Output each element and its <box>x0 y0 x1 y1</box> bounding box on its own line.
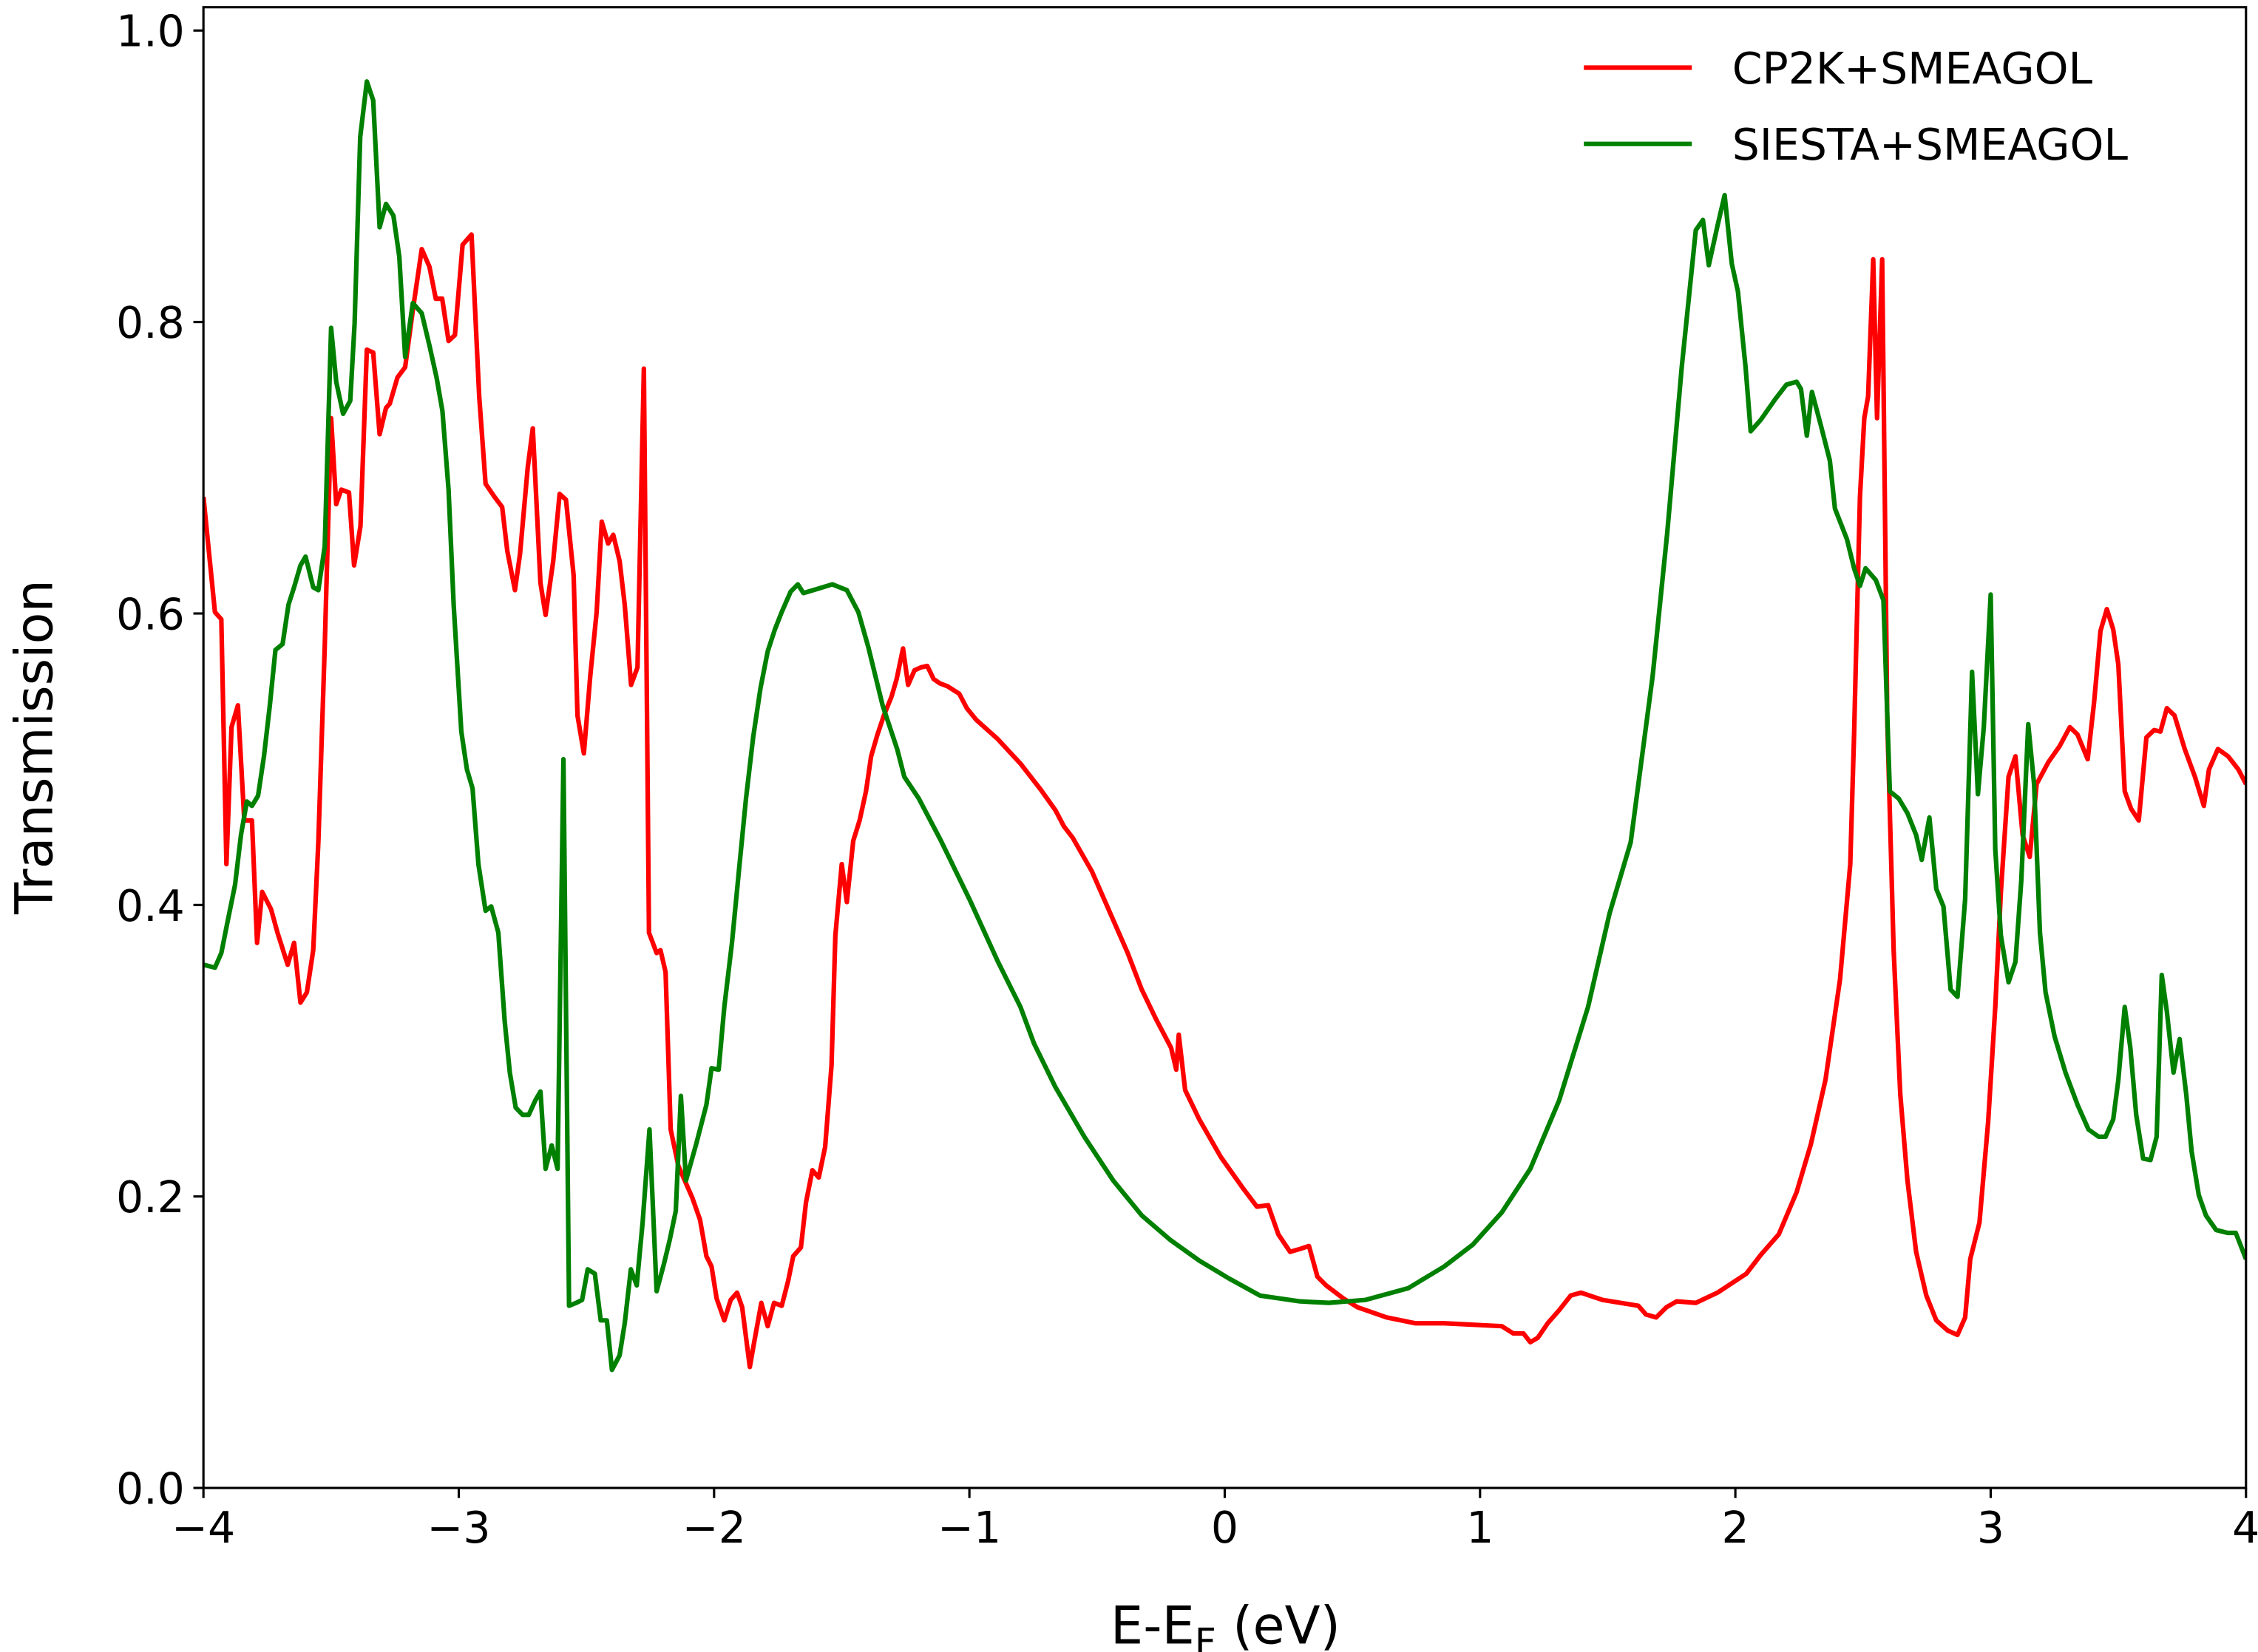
x-tick-label: −1 <box>938 1503 1001 1553</box>
y-tick-label: 1.0 <box>116 7 185 57</box>
x-axis-label-part: E-E <box>1111 1595 1195 1652</box>
y-tick-label: 0.0 <box>116 1464 185 1514</box>
plot-frame <box>202 6 2248 1489</box>
y-tick-label: 0.8 <box>116 298 185 348</box>
x-axis-label: E-EF (eV) <box>1111 1595 1340 1652</box>
series-line <box>203 232 2246 1370</box>
legend-label: SIESTA+SMEAGOL <box>1732 120 2129 170</box>
y-tick-label: 0.4 <box>116 881 185 931</box>
legend-label: CP2K+SMEAGOL <box>1732 44 2093 94</box>
series-line <box>203 79 2246 1373</box>
x-tick-label: 4 <box>2232 1503 2258 1553</box>
x-axis-label-subscript: F <box>1195 1620 1216 1652</box>
y-tick-label: 0.2 <box>116 1172 185 1223</box>
x-tick-label: −2 <box>682 1503 746 1553</box>
x-tick-label: 0 <box>1211 1503 1238 1553</box>
y-axis-label: Transmission <box>4 579 65 915</box>
x-tick-label: 1 <box>1466 1503 1494 1553</box>
x-tick-label: 3 <box>1977 1503 2004 1553</box>
x-tick-label: −3 <box>427 1503 490 1553</box>
x-tick-label: 2 <box>1722 1503 1749 1553</box>
x-axis-label-part: (eV) <box>1216 1595 1340 1652</box>
y-tick-label: 0.6 <box>116 589 185 639</box>
x-tick-label: −4 <box>172 1503 235 1553</box>
